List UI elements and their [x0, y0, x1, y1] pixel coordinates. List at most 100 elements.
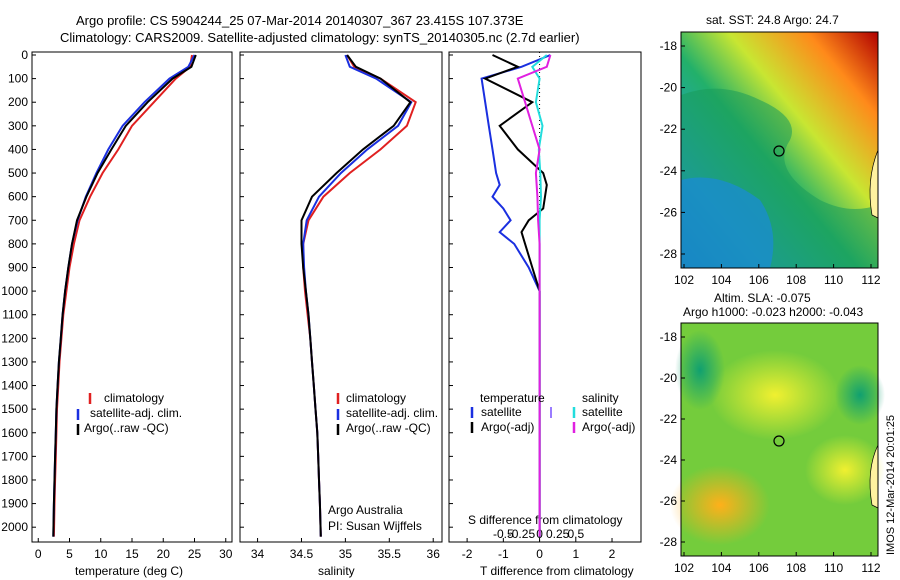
x-tick-label: 36	[427, 547, 441, 561]
series-climatology	[52, 54, 193, 537]
map-x-tick-label: 106	[749, 561, 769, 575]
depth-tick-label: 1600	[1, 426, 28, 440]
x-tick-label: 30	[219, 547, 233, 561]
sla-map-frame	[680, 322, 879, 557]
legend-argo: Argo(..raw -QC)	[346, 421, 431, 435]
x-tick-label: 2	[609, 547, 616, 561]
map-x-tick-label: 110	[824, 561, 843, 575]
map-y-tick-label: -22	[660, 122, 678, 136]
depth-tick-label: 300	[8, 119, 28, 133]
map-x-tick-label: 112	[861, 561, 880, 575]
x-tick-label: 0	[536, 547, 543, 561]
temperature-legend: climatology satellite-adj. clim. Argo(..…	[76, 391, 182, 435]
x-tick-label-salinity: -0.5	[493, 527, 514, 541]
legend-climatology: climatology	[104, 391, 164, 405]
x-tick-label-salinity: -0.25	[508, 527, 536, 541]
imos-stamp: IMOS 12-Mar-2014 20:01:25	[885, 415, 897, 555]
depth-tick-label: 0	[21, 48, 28, 62]
depth-tick-label: 1700	[1, 449, 28, 463]
depth-tick-label: 600	[8, 190, 28, 204]
map-y-tick-label: -28	[660, 247, 678, 261]
sla-low-region-2	[835, 365, 885, 425]
salinity-xlabel: salinity	[318, 564, 355, 578]
sla-warm-region	[670, 465, 770, 545]
legend-argo: Argo(..raw -QC)	[84, 421, 169, 435]
map-y-tick-label: -18	[660, 39, 678, 53]
map-y-tick-label: -24	[660, 453, 678, 467]
difference-xlabel: T difference from climatology	[480, 564, 634, 578]
map-y-tick-label: -26	[660, 494, 678, 508]
legend-salinity-title: salinity	[582, 391, 619, 405]
temperature-xaxis: 0 5 10 15 20 25 30	[35, 538, 233, 561]
sst-coastline	[869, 149, 879, 219]
depth-tick-label: 700	[8, 213, 28, 227]
salinity-legend: climatology satellite-adj. clim. Argo(..…	[336, 391, 438, 435]
x-tick-label: 15	[125, 547, 139, 561]
difference-top-label: S difference from climatology	[468, 513, 623, 527]
depth-tick-label: 1000	[1, 284, 28, 298]
temperature-xlabel: temperature (deg C)	[75, 564, 183, 578]
series-climatology	[302, 54, 417, 537]
difference-series	[480, 54, 552, 537]
sla-coastline	[869, 444, 879, 509]
credit-argo-australia: Argo Australia	[328, 503, 403, 517]
map-x-tick-label: 104	[711, 561, 731, 575]
x-tick-label: -1	[498, 547, 509, 561]
sla-map-title1: Altim. SLA: -0.075	[714, 291, 811, 305]
legend-satellite: satellite-adj. clim.	[346, 406, 438, 420]
depth-tick-label: 400	[8, 142, 28, 156]
x-tick-label-salinity: 0.5	[567, 527, 584, 541]
sst-map-title: sat. SST: 24.8 Argo: 24.7	[706, 13, 839, 27]
depth-tick-label: 1900	[1, 497, 28, 511]
legend-s-argo: Argo(-adj)	[582, 420, 635, 434]
depth-tick-label: 1800	[1, 473, 28, 487]
map-y-tick-label: -22	[660, 412, 678, 426]
map-x-tick-label: 104	[711, 273, 731, 287]
sst-map-axes: 102 104 106 108 110 112 -18 -20 -22 -24 -26 -28	[660, 39, 881, 287]
map-x-tick-label: 112	[861, 273, 880, 287]
legend-s-satellite: satellite	[582, 405, 623, 419]
temperature-series	[52, 54, 197, 537]
sla-map-title2: Argo h1000: -0.023 h2000: -0.043	[683, 305, 863, 319]
x-tick-label: 25	[188, 547, 202, 561]
x-tick-label: 34.5	[290, 547, 314, 561]
x-tick-label: 1	[572, 547, 579, 561]
sla-map	[670, 322, 885, 557]
x-tick-label: 34	[251, 547, 265, 561]
depth-axis: 0 100 200 300 400 500 600 700 800 900 1000 1100 1200…	[1, 48, 453, 534]
map-y-tick-label: -18	[660, 330, 678, 344]
series-salinity-argo-adj-	[516, 54, 552, 537]
header-line1: Argo profile: CS 5904244_25 07-Mar-2014 …	[76, 13, 524, 28]
x-tick-label: 35.5	[378, 547, 402, 561]
series-temperature-argo-adj-	[482, 54, 548, 537]
salinity-xaxis: 34 34.5 35 35.5 36	[251, 538, 440, 561]
map-x-tick-label: 102	[674, 561, 694, 575]
depth-tick-label: 500	[8, 166, 28, 180]
x-tick-label: -2	[462, 547, 473, 561]
depth-tick-label: 1400	[1, 379, 28, 393]
depth-tick-label: 200	[8, 95, 28, 109]
map-y-tick-label: -24	[660, 164, 678, 178]
sla-high-region	[710, 350, 840, 440]
argo-location-marker	[773, 145, 785, 157]
x-tick-label-salinity: 0.25	[546, 527, 570, 541]
sst-map-frame	[680, 31, 879, 269]
sla-low-region	[675, 330, 725, 410]
x-tick-label: 0	[35, 547, 42, 561]
credit-pi: PI: Susan Wijffels	[328, 519, 422, 533]
legend-t-satellite: satellite	[481, 405, 522, 419]
depth-tick-label: 900	[8, 260, 28, 274]
legend-satellite: satellite-adj. clim.	[90, 406, 182, 420]
map-y-tick-label: -20	[660, 371, 678, 385]
depth-tick-label: 800	[8, 237, 28, 251]
salinity-panel-frame	[239, 51, 443, 543]
legend-climatology: climatology	[346, 391, 406, 405]
map-x-tick-label: 108	[786, 561, 806, 575]
map-y-tick-label: -28	[660, 535, 678, 549]
depth-tick-label: 1300	[1, 355, 28, 369]
x-tick-label: 10	[94, 547, 108, 561]
sla-map-axes: 102 104 106 108 110 112 -18 -20 -22 -24 -26 -28	[660, 330, 881, 575]
map-x-tick-label: 106	[749, 273, 769, 287]
x-tick-label: 20	[157, 547, 171, 561]
